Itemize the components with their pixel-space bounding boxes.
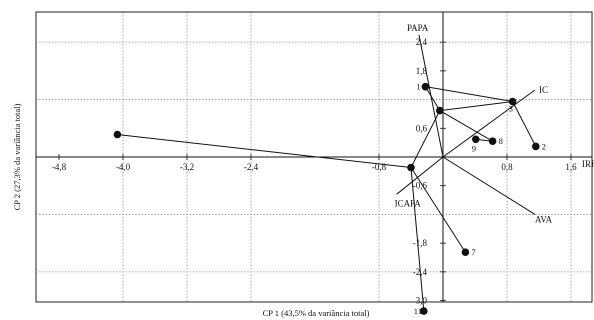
- variable-label: IC: [539, 85, 548, 95]
- x-axis-title: CP 1 (43,5% da variância total): [263, 308, 370, 318]
- variable-label: IRF: [582, 159, 594, 169]
- link-segment: [512, 101, 537, 147]
- variable-vector: [442, 89, 536, 158]
- y-tick-label: -1,8: [413, 238, 428, 248]
- x-tick-label: 0,8: [501, 162, 513, 172]
- x-tick-label: -4,8: [52, 162, 67, 172]
- observation-links: [117, 86, 537, 312]
- tick-labels: -4,8 -4,0 -3,2 -2,4 -0,8 0,8 1,6 2,4 1,8 0,6 -0,6 -…: [52, 37, 577, 305]
- observation-label: 2: [542, 141, 546, 151]
- x-tick-label: -2,4: [244, 162, 259, 172]
- variable-label: PAPA: [407, 23, 429, 33]
- variable-vector: [442, 156, 536, 215]
- observation-label: 8: [499, 136, 503, 146]
- y-tick-label: -2,4: [413, 267, 428, 277]
- link-segment: [410, 167, 466, 253]
- variable-vectors: PAPA IC IRF AVA ICAPA: [395, 23, 594, 224]
- observation-point: [113, 130, 122, 139]
- variable-vector: [396, 156, 444, 195]
- observation-label: 9: [472, 143, 476, 153]
- link-segment: [439, 110, 493, 142]
- x-tick-label: 1,6: [565, 162, 577, 172]
- observation-label: 1: [416, 82, 420, 92]
- y-tick-label: 2,4: [416, 37, 428, 47]
- observation-points: 1 2 3 7 8 9 11: [113, 82, 546, 316]
- y-axis-title: CP 2 (27,3% da variância total): [12, 103, 22, 210]
- y-tick-label: 1,8: [416, 66, 428, 76]
- variable-label: ICAPA: [395, 198, 422, 208]
- observation-point: [421, 82, 430, 91]
- link-segment: [410, 167, 425, 312]
- observation-point: [420, 307, 428, 315]
- link-segment: [439, 100, 513, 112]
- link-segment: [424, 86, 441, 111]
- link-segment: [410, 110, 441, 168]
- observation-point: [508, 97, 517, 106]
- observation-point: [407, 163, 415, 172]
- y-tick-label: 3,0: [416, 296, 428, 306]
- observation-point: [436, 106, 444, 115]
- observation-point: [461, 248, 470, 257]
- observation-label: 3: [509, 103, 513, 113]
- variable-label: AVA: [535, 214, 553, 224]
- observation-point: [532, 142, 540, 151]
- y-tick-label: -0,6: [413, 181, 428, 191]
- observation-point: [472, 135, 480, 144]
- y-tick-label: 0,6: [416, 123, 428, 133]
- observation-label: 7: [471, 247, 475, 257]
- link-segment: [425, 86, 513, 102]
- x-tick-label: -4,0: [116, 162, 131, 172]
- link-segment: [117, 134, 412, 169]
- x-tick-label: -3,2: [180, 162, 194, 172]
- observation-point: [488, 137, 497, 146]
- x-tick-label: -0,8: [372, 162, 387, 172]
- observation-label: 11: [414, 306, 422, 316]
